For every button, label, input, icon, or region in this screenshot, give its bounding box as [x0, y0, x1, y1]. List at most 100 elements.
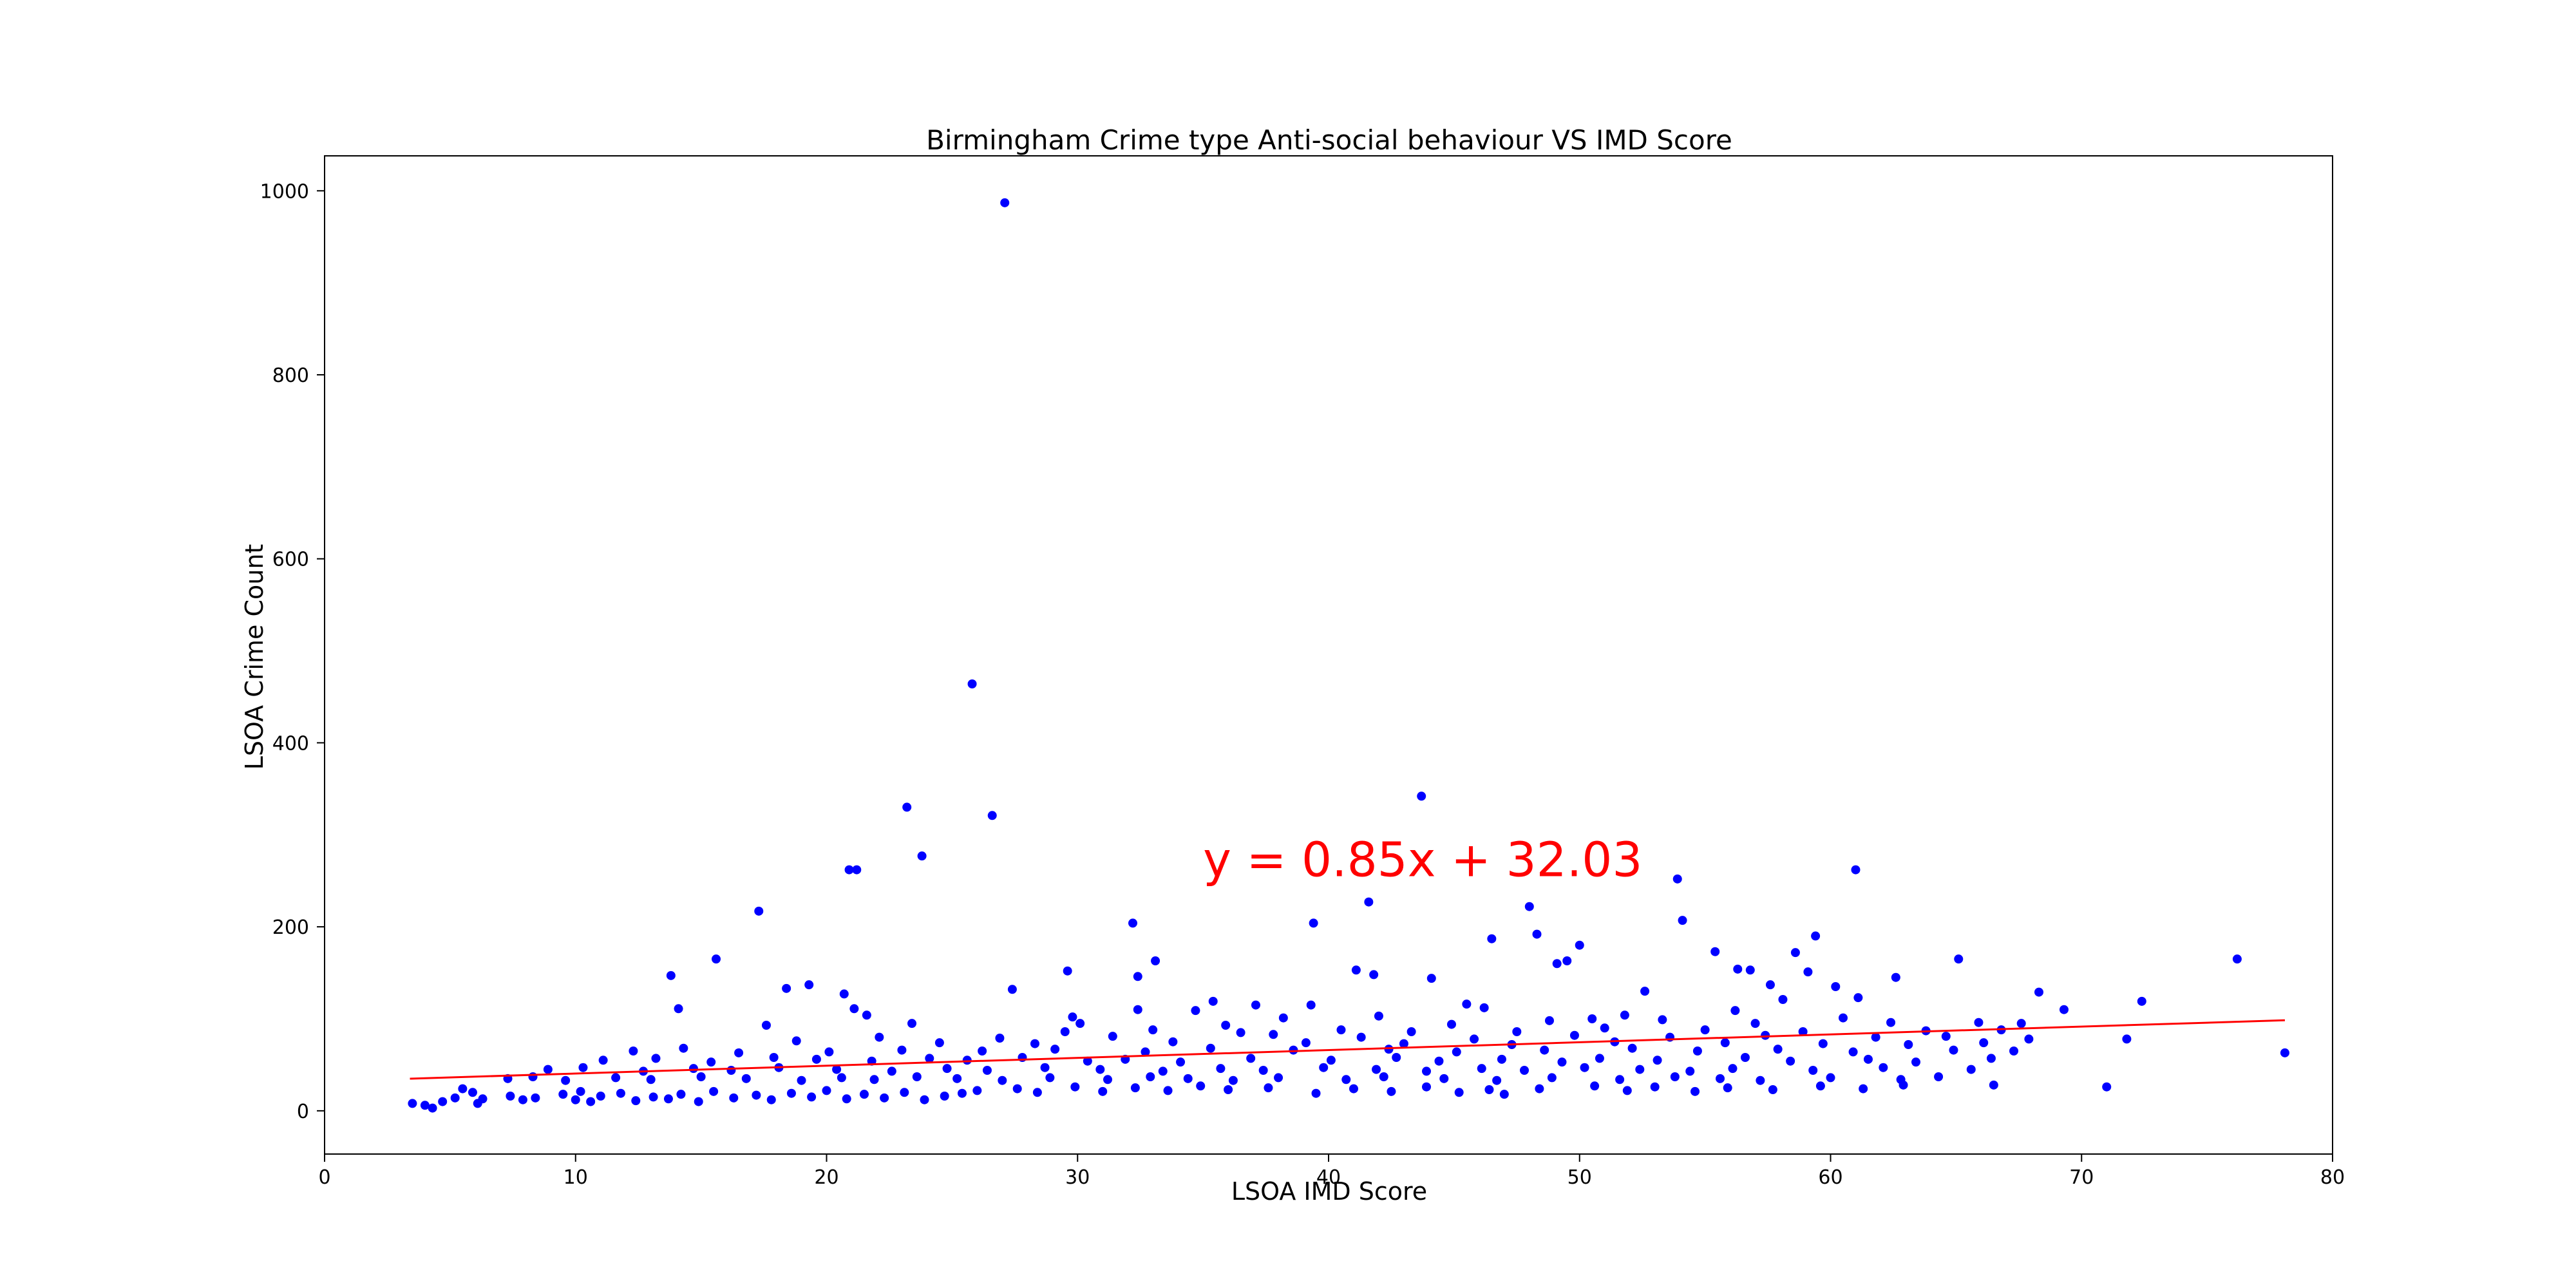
data-point — [1422, 1066, 1432, 1076]
data-point — [934, 1038, 944, 1048]
data-point — [769, 1053, 779, 1062]
data-point — [837, 1073, 846, 1083]
data-point — [832, 1065, 842, 1074]
data-point — [629, 1046, 638, 1056]
data-point — [1000, 198, 1010, 207]
data-point — [1831, 982, 1841, 991]
data-point — [1098, 1086, 1108, 1096]
data-point — [1863, 1054, 1873, 1064]
data-point — [1678, 916, 1687, 925]
data-point — [1141, 1047, 1150, 1057]
data-point — [1103, 1075, 1113, 1084]
data-point — [1372, 1065, 1381, 1074]
data-point — [940, 1092, 949, 1101]
data-point — [807, 1092, 817, 1102]
data-point — [1838, 1013, 1848, 1023]
data-point — [1326, 1056, 1336, 1065]
data-point — [1492, 1075, 1502, 1085]
data-point — [1848, 1047, 1858, 1057]
data-point — [598, 1056, 608, 1065]
data-point — [1580, 1063, 1589, 1072]
data-point — [1289, 1045, 1298, 1055]
data-point — [631, 1096, 641, 1106]
data-point — [761, 1021, 771, 1030]
x-tick-label: 60 — [1818, 1166, 1842, 1189]
data-point — [1745, 965, 1755, 975]
data-point — [1740, 1053, 1750, 1062]
x-tick-label: 80 — [2320, 1166, 2345, 1189]
data-point — [1434, 1056, 1444, 1066]
data-point — [741, 1074, 751, 1083]
data-point — [1341, 1075, 1351, 1084]
data-point — [1369, 970, 1379, 980]
data-point — [729, 1093, 739, 1103]
data-point — [1692, 1046, 1702, 1056]
data-point — [586, 1097, 596, 1106]
data-point — [1733, 964, 1743, 974]
data-point — [1301, 1038, 1311, 1048]
x-tick-label: 30 — [1065, 1166, 1090, 1189]
data-point — [1462, 999, 1472, 1009]
data-point — [1379, 1072, 1388, 1081]
y-tick-label: 400 — [272, 732, 309, 755]
x-axis-label: LSOA IMD Score — [1231, 1177, 1427, 1206]
data-point — [1650, 1082, 1660, 1092]
y-axis: 0 200 400 600 800 1000 — [260, 180, 325, 1123]
data-point — [1562, 956, 1572, 965]
data-point — [1941, 1032, 1951, 1041]
data-point — [849, 1004, 859, 1014]
y-axis-label: LSOA Crime Count — [240, 544, 269, 770]
data-point — [1487, 934, 1497, 943]
data-point — [1640, 987, 1650, 996]
data-point — [1765, 980, 1775, 990]
data-point — [1756, 1075, 1765, 1085]
data-point — [1426, 974, 1436, 983]
data-point — [1557, 1057, 1567, 1067]
data-point — [1417, 791, 1426, 801]
data-point — [1859, 1084, 1868, 1094]
data-point — [880, 1093, 889, 1103]
data-point — [2024, 1034, 2034, 1044]
data-point — [1045, 1073, 1055, 1083]
data-point — [1068, 1012, 1077, 1022]
y-tick-label: 0 — [297, 1101, 309, 1123]
data-point — [811, 1054, 821, 1064]
data-point — [1853, 993, 1863, 1003]
data-point — [978, 1046, 987, 1056]
data-point — [1723, 1083, 1732, 1093]
data-point — [473, 1099, 482, 1108]
data-point — [528, 1072, 538, 1081]
data-point — [1761, 1030, 1770, 1040]
regression-line — [410, 1019, 2285, 1080]
data-point — [1720, 1038, 1730, 1048]
data-point — [1778, 995, 1788, 1004]
data-point — [1364, 897, 1374, 907]
data-point — [1547, 1073, 1557, 1083]
data-point — [450, 1093, 460, 1103]
data-point — [1236, 1028, 1245, 1037]
data-point — [458, 1084, 468, 1094]
data-point — [1544, 1016, 1554, 1025]
data-point — [1798, 1027, 1808, 1036]
data-point — [754, 906, 764, 916]
data-point — [1670, 1072, 1680, 1081]
data-point — [844, 865, 854, 875]
data-point — [1728, 1064, 1738, 1074]
data-point — [663, 1094, 673, 1104]
data-point — [679, 1043, 688, 1053]
data-point — [967, 679, 977, 688]
data-point — [1306, 1000, 1316, 1010]
data-point — [1520, 1066, 1530, 1075]
data-point — [1148, 1025, 1158, 1035]
data-point — [942, 1064, 952, 1074]
data-point — [1685, 1066, 1695, 1076]
data-point — [1569, 1030, 1579, 1040]
data-point — [1422, 1082, 1432, 1092]
data-point — [706, 1057, 716, 1067]
x-tick-label: 40 — [1316, 1166, 1341, 1189]
data-point — [2016, 1019, 2026, 1028]
data-point — [1986, 1054, 1996, 1063]
data-point — [1768, 1085, 1777, 1094]
